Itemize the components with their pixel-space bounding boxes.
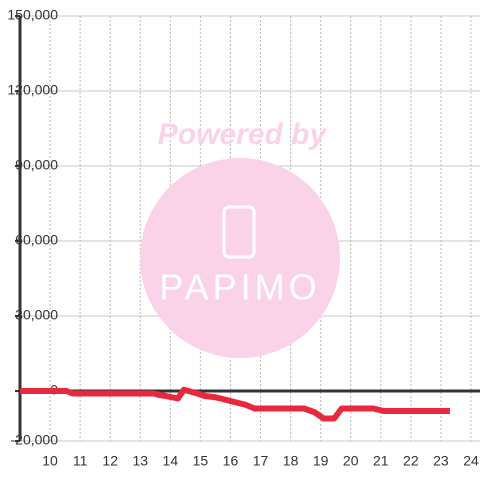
y-tick-label: 60,000 (15, 232, 58, 248)
x-tick-label: 13 (132, 453, 148, 469)
watermark: Powered by PAPIMO (140, 118, 340, 358)
y-tick-label: 30,000 (15, 307, 58, 323)
x-tick-label: 19 (313, 453, 329, 469)
x-tick-label: 23 (433, 453, 449, 469)
y-tick-label: 120,000 (7, 82, 58, 98)
x-tick-label: 20 (343, 453, 359, 469)
x-tick-label: 11 (73, 453, 88, 469)
x-tick-label: 22 (403, 453, 419, 469)
x-tick-label: 15 (193, 453, 209, 469)
line (20, 386, 450, 422)
watermark-icon (222, 205, 256, 259)
y-tick-label: -20,000 (11, 432, 59, 448)
x-tick-label: 12 (102, 453, 118, 469)
x-tick-label: 18 (283, 453, 299, 469)
watermark-title: Powered by (158, 118, 328, 151)
x-tick-label: 17 (253, 453, 269, 469)
x-tick-label: 14 (163, 453, 179, 469)
x-tick-label: 16 (223, 453, 239, 469)
y-tick-label: 150,000 (7, 7, 58, 23)
x-tick-label: 10 (42, 453, 58, 469)
x-tick-label: 21 (373, 453, 389, 469)
watermark-brand: PAPIMO (159, 267, 320, 308)
y-tick-label: 90,000 (15, 157, 58, 173)
x-tick-label: 24 (463, 453, 479, 469)
